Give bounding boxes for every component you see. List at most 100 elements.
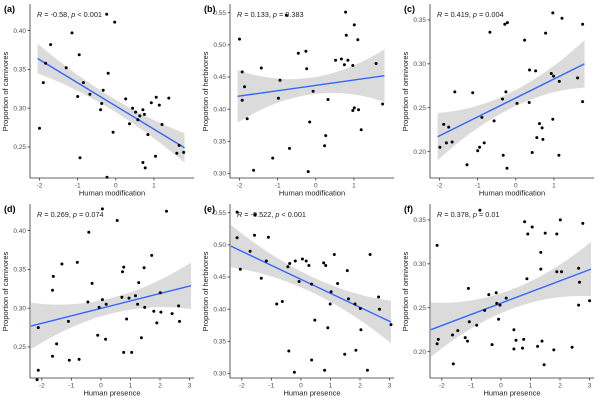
x-tick-label: -1 xyxy=(468,383,474,390)
data-point xyxy=(536,344,540,348)
y-tick-label: 0.45 xyxy=(213,74,226,81)
data-point xyxy=(456,329,460,333)
data-point xyxy=(271,156,275,160)
data-point xyxy=(238,37,241,41)
data-point xyxy=(478,145,482,149)
plot-b: -2 -1 0 1 0.30 0.35 0.40 0.45 0.50 0.55 Human modi… xyxy=(201,4,394,198)
data-point xyxy=(466,339,469,343)
data-point xyxy=(310,282,314,286)
data-point xyxy=(523,220,527,224)
data-point xyxy=(310,358,314,362)
x-tick-label: 0 xyxy=(314,183,318,190)
data-point xyxy=(307,264,311,267)
data-point xyxy=(555,270,559,274)
data-point xyxy=(488,30,492,34)
data-point xyxy=(581,221,585,225)
data-point xyxy=(128,122,131,126)
y-tick-label: 0.30 xyxy=(413,61,426,68)
data-point xyxy=(113,20,117,24)
y-tick-label: 0.50 xyxy=(213,242,226,249)
x-tick-label: -1 xyxy=(475,183,481,190)
correlation-annotation: R = 0.378, p = 0.01 xyxy=(437,210,500,219)
data-point xyxy=(505,21,509,25)
data-point xyxy=(494,291,498,295)
data-point xyxy=(38,126,41,130)
panel-tag: (b) xyxy=(204,4,216,14)
data-point xyxy=(292,370,296,374)
y-tick-label: 0.40 xyxy=(13,28,26,35)
data-point xyxy=(465,163,469,167)
data-point xyxy=(160,123,164,126)
data-point xyxy=(288,146,291,150)
data-point xyxy=(588,299,592,303)
panel-tag: (f) xyxy=(404,204,413,214)
data-point xyxy=(480,115,484,119)
data-point xyxy=(90,281,94,285)
data-point xyxy=(374,62,378,65)
x-tick-label: 0 xyxy=(499,383,503,390)
data-point xyxy=(577,266,581,270)
data-point xyxy=(345,269,349,273)
data-point xyxy=(300,257,304,261)
data-point xyxy=(344,33,348,37)
data-point xyxy=(165,209,168,213)
scatter-points xyxy=(238,10,385,174)
data-point xyxy=(70,31,74,35)
y-axis-title: Proportion of carnivores xyxy=(1,251,10,331)
data-point xyxy=(122,265,126,269)
data-point xyxy=(134,294,137,298)
data-point xyxy=(99,108,103,112)
data-point xyxy=(278,78,282,82)
data-point xyxy=(275,302,279,306)
data-point xyxy=(475,323,479,327)
data-point xyxy=(104,302,108,306)
data-point xyxy=(66,319,70,323)
data-point xyxy=(352,106,356,110)
x-tick-label: 1 xyxy=(129,383,133,390)
data-point xyxy=(540,339,544,343)
y-tick-label: 0.25 xyxy=(413,105,426,112)
data-point xyxy=(152,309,156,313)
plot-c: -2 -1 0 1 0.20 0.25 0.30 0.35 Human modification… xyxy=(401,4,594,198)
data-point xyxy=(100,207,104,211)
data-point xyxy=(86,300,90,304)
x-tick-label: -2 xyxy=(439,383,445,390)
data-point xyxy=(466,286,470,290)
data-point xyxy=(138,114,142,118)
data-point xyxy=(120,295,124,299)
data-point xyxy=(51,288,54,292)
data-point xyxy=(542,363,546,367)
data-point xyxy=(354,348,358,352)
data-point xyxy=(353,302,357,306)
data-point xyxy=(347,297,350,301)
data-point xyxy=(125,317,129,321)
data-point xyxy=(504,296,508,300)
data-point xyxy=(552,74,556,78)
panel-tag: (c) xyxy=(404,4,415,14)
data-point xyxy=(357,108,360,112)
data-point xyxy=(359,128,363,132)
data-point xyxy=(359,328,363,332)
y-tick-label: 0.30 xyxy=(213,171,226,178)
data-point xyxy=(551,11,555,15)
y-tick-label: 0.30 xyxy=(213,371,226,378)
panel-d: -2 -1 0 1 2 3 0.25 0.30 0.35 0.40 Human presence Pr… xyxy=(0,200,200,400)
data-point xyxy=(526,232,530,236)
data-point xyxy=(570,345,574,349)
data-point xyxy=(324,134,328,138)
data-point xyxy=(235,210,239,214)
data-point xyxy=(541,137,545,141)
correlation-annotation: R = -0.58, p < 0.001 xyxy=(37,10,102,19)
x-tick-label: 0 xyxy=(99,383,103,390)
regression-line xyxy=(430,268,592,331)
y-tick-label: 0.35 xyxy=(213,339,226,346)
y-tick-label: 0.40 xyxy=(213,106,226,113)
data-point xyxy=(124,97,128,101)
data-point xyxy=(552,348,556,352)
data-point xyxy=(377,295,381,299)
data-point xyxy=(240,70,244,74)
scatter-points xyxy=(438,11,585,170)
data-point xyxy=(55,342,59,346)
x-tick-label: -1 xyxy=(75,183,81,190)
data-point xyxy=(157,103,161,107)
